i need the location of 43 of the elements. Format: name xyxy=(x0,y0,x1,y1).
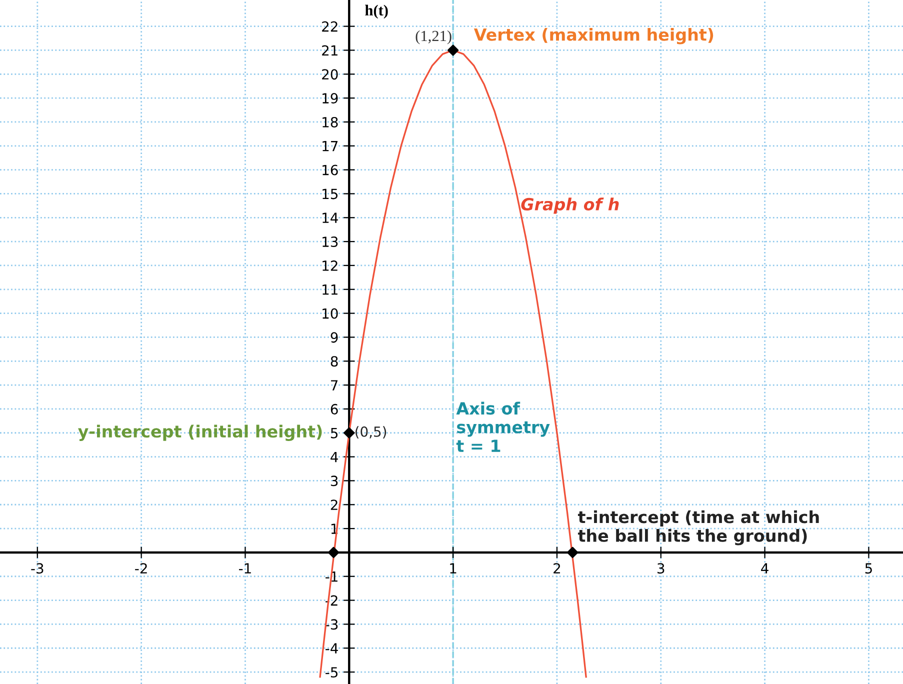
y-tick-label: 13 xyxy=(322,236,338,248)
y-tick-label: 9 xyxy=(330,332,338,343)
y-tick-label: 22 xyxy=(322,21,338,32)
y-tick-label: 15 xyxy=(322,188,338,200)
y-tick-label: 14 xyxy=(322,212,338,223)
y-tick-label: 11 xyxy=(322,284,338,295)
annotation: Graph of h xyxy=(521,198,619,214)
annotation: (1,21) xyxy=(416,30,452,44)
annotation: t-intercept (time at which the ball hits the ground) xyxy=(578,510,819,546)
y-tick-label: 6 xyxy=(330,404,338,414)
annotation: (0,5) xyxy=(356,426,386,439)
annotation: Vertex (maximum height) xyxy=(474,28,714,44)
x-tick-label: 5 xyxy=(865,563,872,574)
y-tick-label: 19 xyxy=(322,93,338,104)
x-tick-label: -3 xyxy=(31,563,44,574)
y-tick-label: 4 xyxy=(330,452,338,462)
y-tick-label: -4 xyxy=(326,643,338,654)
y-tick-label: 8 xyxy=(330,356,338,367)
y-tick-label: 12 xyxy=(322,260,338,271)
y-tick-label: 17 xyxy=(322,141,338,152)
y-tick-label: 3 xyxy=(330,476,338,486)
x-tick-label: 3 xyxy=(658,563,664,574)
x-tick-label: -2 xyxy=(135,563,147,574)
point xyxy=(328,546,340,558)
y-tick-label: 7 xyxy=(331,380,338,390)
y-tick-label: 2 xyxy=(330,500,338,510)
x-tick-label: 2 xyxy=(554,563,560,574)
y-tick-label: 16 xyxy=(322,164,338,176)
y-axis-title: h(t) xyxy=(365,4,388,19)
y-tick-label: 18 xyxy=(322,116,338,128)
annotation: y-intercept (initial height) xyxy=(78,424,322,442)
x-tick-label: -1 xyxy=(238,563,251,574)
x-tick-label: 1 xyxy=(450,563,456,574)
point xyxy=(566,546,578,558)
y-tick-label: 20 xyxy=(322,69,338,80)
y-tick-label: 5 xyxy=(330,428,338,438)
point xyxy=(344,427,355,438)
x-tick-label: 4 xyxy=(761,563,768,574)
y-tick-label: -5 xyxy=(326,667,338,678)
ref-line-label: Axis of symmetry t = 1 xyxy=(456,402,550,452)
y-tick-label: 21 xyxy=(322,45,338,56)
y-tick-label: 10 xyxy=(322,308,338,319)
point xyxy=(447,44,459,56)
